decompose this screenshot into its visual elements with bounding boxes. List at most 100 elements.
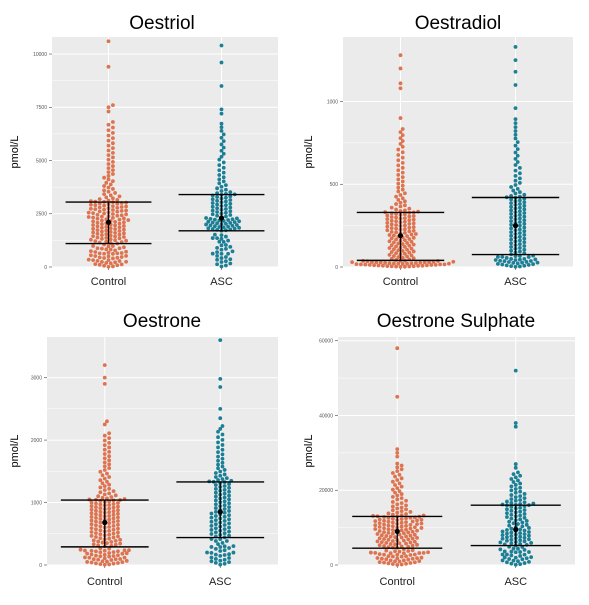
data-point [407, 264, 412, 269]
data-point [220, 443, 225, 447]
data-point [120, 551, 125, 556]
data-point [111, 527, 116, 532]
data-point [106, 258, 111, 262]
median-point [218, 215, 225, 221]
data-point [522, 552, 527, 557]
data-point [513, 157, 518, 161]
data-point [106, 166, 111, 171]
data-point [102, 375, 107, 380]
data-point [102, 422, 107, 427]
data-point [115, 263, 120, 268]
data-point [500, 536, 505, 541]
data-point [404, 503, 408, 508]
data-point [522, 508, 527, 512]
data-point [119, 205, 124, 209]
data-point [104, 224, 109, 229]
data-point [220, 541, 225, 545]
data-point [117, 194, 122, 199]
data-point [415, 522, 419, 527]
data-point [524, 519, 529, 523]
data-point [518, 517, 523, 522]
data-point [524, 522, 529, 527]
data-point [509, 501, 514, 505]
data-point [411, 228, 416, 233]
data-point [124, 238, 128, 243]
data-point [98, 554, 103, 559]
data-point [224, 203, 228, 208]
data-point [95, 228, 100, 233]
data-point [518, 550, 523, 554]
data-point [115, 198, 120, 202]
data-point [107, 506, 112, 511]
data-point [522, 492, 527, 496]
data-point [518, 238, 522, 243]
y-tick-label: 0 [335, 265, 338, 271]
data-point [228, 221, 233, 225]
data-point [221, 132, 226, 137]
data-point [522, 512, 527, 516]
data-point [94, 561, 98, 566]
data-point [522, 229, 527, 234]
data-point [102, 456, 107, 461]
data-point [224, 255, 228, 259]
data-point [518, 242, 522, 247]
data-point [410, 548, 415, 553]
data-point [215, 250, 220, 254]
data-point [407, 214, 412, 219]
data-point [363, 262, 368, 267]
data-point [382, 552, 386, 557]
data-point [226, 251, 231, 256]
data-point [209, 550, 214, 555]
data-point [496, 261, 500, 266]
data-point [107, 525, 112, 529]
data-point [417, 559, 422, 564]
data-point [398, 193, 403, 197]
data-point [403, 238, 407, 243]
data-point [533, 257, 538, 262]
data-point [100, 481, 105, 486]
data-point [399, 467, 404, 472]
data-point [398, 53, 403, 58]
data-point [513, 258, 518, 262]
data-point [509, 204, 513, 209]
data-point [113, 260, 117, 265]
data-point [412, 532, 417, 537]
data-point [219, 264, 224, 269]
data-point [524, 260, 529, 264]
data-point [390, 508, 395, 513]
data-point [109, 495, 114, 499]
data-point [395, 497, 400, 502]
data-point [518, 527, 523, 532]
data-point [115, 251, 120, 256]
data-point [216, 542, 220, 547]
data-point [513, 121, 518, 126]
data-point [442, 262, 447, 267]
data-point [213, 475, 218, 479]
data-point [384, 548, 389, 553]
data-point [98, 502, 103, 507]
data-point [102, 438, 107, 443]
data-point [400, 175, 405, 180]
data-point [382, 544, 386, 548]
data-point [116, 504, 120, 509]
data-point [404, 527, 408, 532]
data-point [219, 135, 224, 140]
data-point [518, 531, 523, 535]
data-point [522, 203, 527, 208]
data-point [230, 217, 235, 222]
data-point [100, 559, 105, 564]
data-point [206, 226, 211, 231]
data-point [217, 239, 222, 244]
data-point [111, 561, 116, 566]
data-point [213, 483, 218, 487]
data-point [509, 488, 514, 493]
data-point [399, 528, 404, 533]
data-point [526, 255, 531, 259]
data-point [235, 216, 239, 221]
data-point [94, 516, 98, 520]
data-point [388, 558, 393, 563]
data-point [111, 136, 115, 141]
data-point [227, 521, 231, 526]
data-point [113, 238, 117, 243]
data-point [227, 493, 231, 498]
